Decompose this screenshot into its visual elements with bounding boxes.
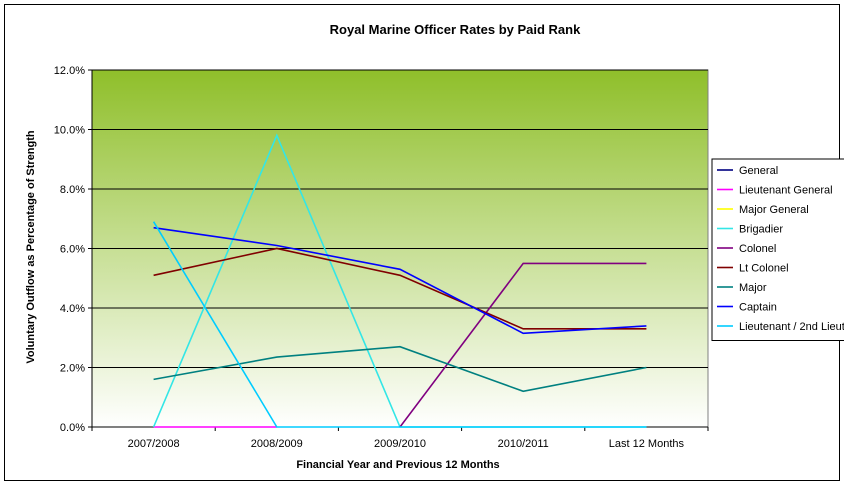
x-tick-label: Last 12 Months <box>609 438 685 450</box>
series-lines <box>152 133 647 428</box>
legend-label: General <box>739 165 778 177</box>
series-line-lt-colonel <box>153 247 647 330</box>
x-axis: 2007/2008 2008/2009 2009/2010 2010/2011 Last… <box>91 426 709 450</box>
y-tick-label: 2.0% <box>60 363 85 375</box>
legend-label: Lieutenant / 2nd Lieutenant <box>739 321 844 333</box>
x-axis-title: Financial Year and Previous 12 Months <box>296 459 499 471</box>
chart-title: Royal Marine Officer Rates by Paid Rank <box>330 22 581 37</box>
legend-label: Captain <box>739 302 777 314</box>
y-tick-label: 12.0% <box>54 65 85 77</box>
legend: General Lieutenant General Major General Br… <box>711 158 844 341</box>
legend-label: Major <box>739 282 767 294</box>
y-tick-label: 10.0% <box>54 125 85 137</box>
x-tick-label: 2008/2009 <box>251 438 303 450</box>
legend-label: Major General <box>739 204 809 216</box>
x-tick-label: 2010/2011 <box>498 438 549 450</box>
y-tick-label: 0.0% <box>60 422 85 434</box>
legend-label: Lieutenant General <box>739 185 833 197</box>
x-tick-label: 2007/2008 <box>128 438 180 450</box>
y-tick-label: 4.0% <box>60 303 85 315</box>
y-tick-label: 6.0% <box>60 244 85 256</box>
series-line-major <box>153 345 647 393</box>
legend-label: Colonel <box>739 243 776 255</box>
series-line-captain <box>153 226 647 335</box>
legend-label: Brigadier <box>739 224 783 236</box>
y-axis: 0.0% 2.0% 4.0% 6.0% 8.0% 10.0% 12.0% <box>54 65 93 434</box>
y-axis-title: Voluntary Outflow as Percentage of Stren… <box>25 130 37 364</box>
series-line-lieutenant-2nd-lieutenant <box>152 221 647 428</box>
legend-label: Lt Colonel <box>739 263 789 275</box>
legend-box <box>711 158 844 341</box>
series-line-colonel <box>399 262 647 428</box>
y-tick-label: 8.0% <box>60 184 85 196</box>
gridlines <box>92 69 708 368</box>
x-tick-label: 2009/2010 <box>374 438 426 450</box>
